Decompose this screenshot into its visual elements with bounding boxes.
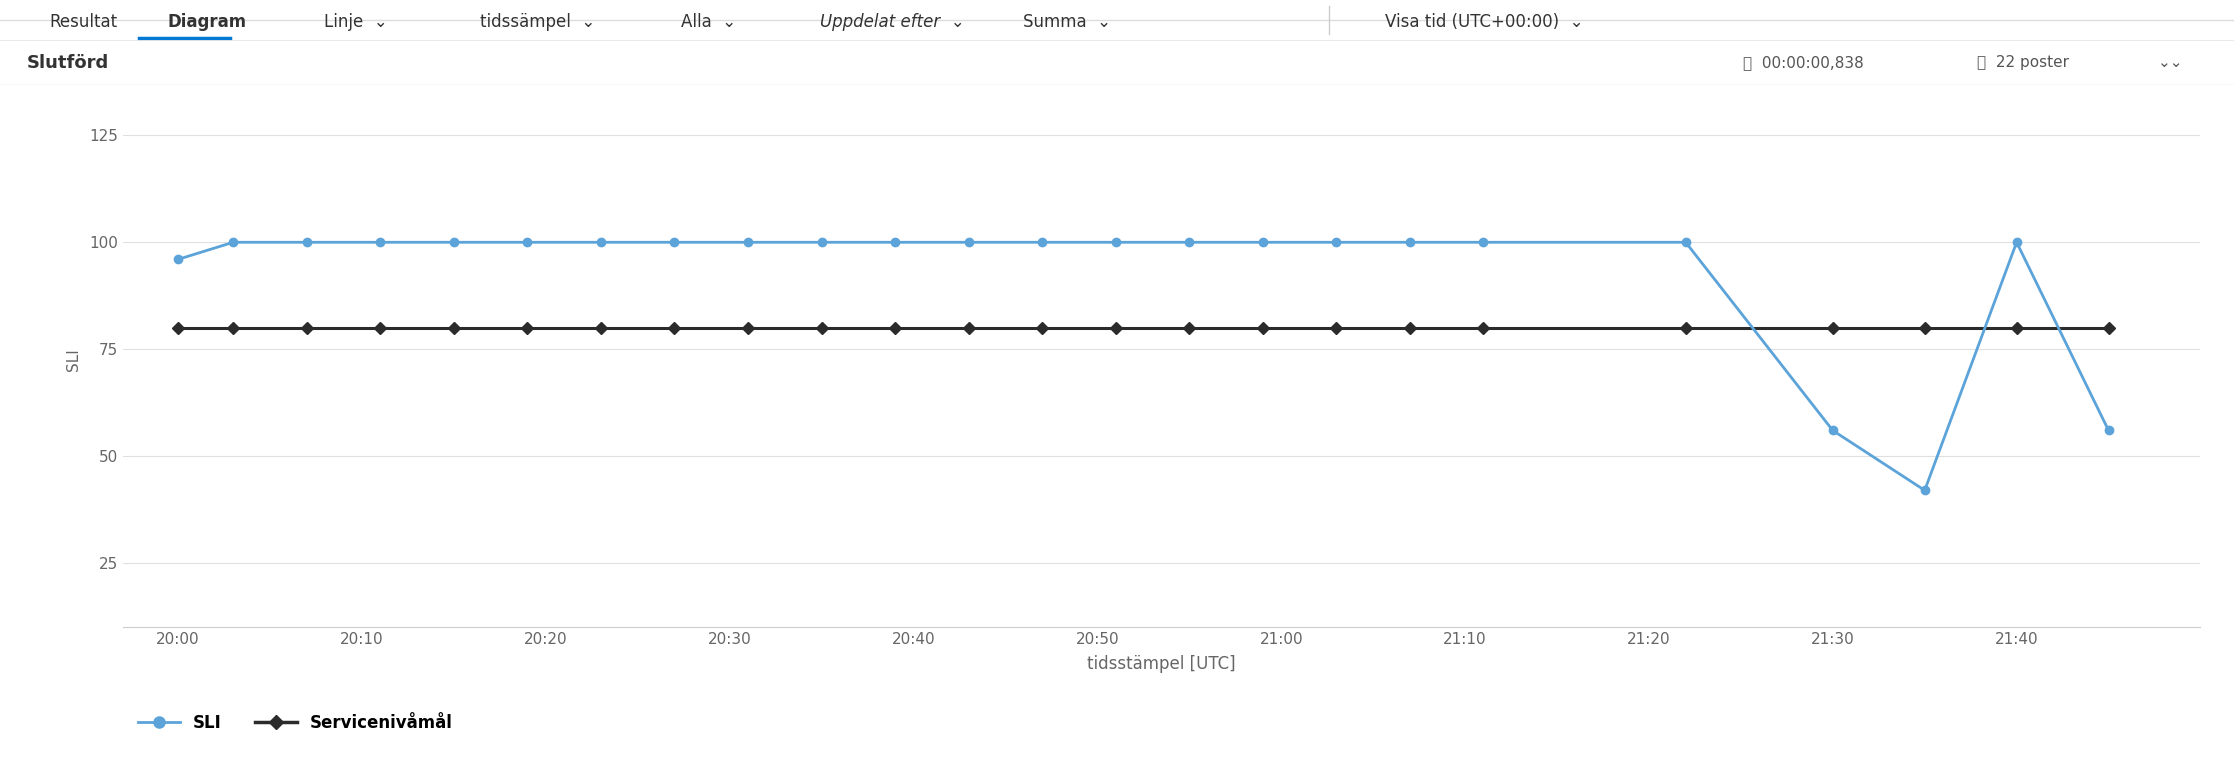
Text: ⎘  22 poster: ⎘ 22 poster <box>1977 55 2069 70</box>
X-axis label: tidsstämpel [UTC]: tidsstämpel [UTC] <box>1088 656 1235 673</box>
Text: Visa tid (UTC+00:00)  ⌄: Visa tid (UTC+00:00) ⌄ <box>1385 13 1584 31</box>
Text: Diagram: Diagram <box>168 13 246 31</box>
Text: Alla  ⌄: Alla ⌄ <box>681 13 737 31</box>
Text: Summa  ⌄: Summa ⌄ <box>1023 13 1110 31</box>
Text: tidssämpel  ⌄: tidssämpel ⌄ <box>480 13 596 31</box>
Legend: SLI, Servicenivåmål: SLI, Servicenivåmål <box>132 707 460 738</box>
Text: Linje  ⌄: Linje ⌄ <box>324 13 386 31</box>
Text: ⌄⌄: ⌄⌄ <box>2158 55 2183 70</box>
Text: Resultat: Resultat <box>49 13 116 31</box>
Y-axis label: SLI: SLI <box>65 349 80 371</box>
Text: ⏱  00:00:00,838: ⏱ 00:00:00,838 <box>1743 55 1863 70</box>
Text: Slutförd: Slutförd <box>27 54 109 71</box>
Text: Uppdelat efter  ⌄: Uppdelat efter ⌄ <box>820 13 965 31</box>
